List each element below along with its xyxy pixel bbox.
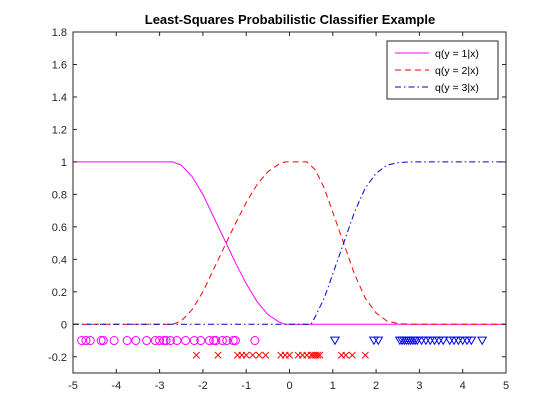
sample-class-1-25 xyxy=(230,336,240,346)
legend-label-3: q(y = 3|x) xyxy=(435,82,479,94)
sample-class-2-2 xyxy=(214,351,222,359)
y-tick-label-9: 1.4 xyxy=(52,92,67,104)
x-tick-label-2: -4 xyxy=(111,380,121,392)
sample-class-2-8 xyxy=(262,351,270,359)
y-tick-label-2: 0 xyxy=(61,319,67,331)
x-tick-label-7: 1 xyxy=(330,380,336,392)
x-tick-label-10: 4 xyxy=(460,380,466,392)
sample-class-3-24 xyxy=(466,336,477,346)
sample-class-1-6 xyxy=(109,336,119,346)
sample-class-1-18 xyxy=(196,336,206,346)
series-line-1 xyxy=(73,161,506,325)
sample-class-1-3 xyxy=(85,336,95,346)
sample-class-1-15 xyxy=(172,336,182,346)
sample-class-2-19 xyxy=(316,351,324,359)
sample-class-1-1 xyxy=(77,336,87,346)
sample-class-2-21 xyxy=(342,351,350,359)
y-tick-label-4: 0.4 xyxy=(52,254,67,266)
x-tick-label-11: 5 xyxy=(503,380,509,392)
sample-class-1-10 xyxy=(150,336,160,346)
sample-class-1-8 xyxy=(131,336,141,346)
sample-class-3-25 xyxy=(477,336,488,346)
sample-class-1-26 xyxy=(250,336,260,346)
sample-class-1-24 xyxy=(228,336,238,346)
sample-class-1-21 xyxy=(211,336,221,346)
sample-class-2-18 xyxy=(314,351,322,359)
sample-class-3-3 xyxy=(373,336,384,346)
x-tick-label-8: 2 xyxy=(373,380,379,392)
sample-class-1-23 xyxy=(222,336,232,346)
y-tick-label-11: 1.8 xyxy=(52,27,67,39)
sample-class-1-7 xyxy=(122,336,132,346)
legend-label-2: q(y = 2|x) xyxy=(435,65,479,77)
sample-class-3-1 xyxy=(329,336,341,346)
sample-class-1-2 xyxy=(81,336,91,346)
sample-class-2-1 xyxy=(192,351,200,359)
sample-class-1-12 xyxy=(159,336,169,346)
sample-class-1-20 xyxy=(209,336,219,346)
y-tick-label-3: 0.2 xyxy=(52,287,67,299)
sample-class-3-18 xyxy=(438,336,449,346)
sample-class-2-22 xyxy=(348,351,356,359)
legend-label-1: q(y = 1|x) xyxy=(435,48,479,60)
sample-class-1-22 xyxy=(217,336,227,346)
y-tick-label-6: 0.8 xyxy=(52,189,67,201)
legend: q(y = 1|x) q(y = 2|x) q(y = 3|x) xyxy=(386,40,499,100)
sample-class-1-17 xyxy=(189,336,199,346)
sample-class-2-7 xyxy=(255,351,263,359)
sample-class-1-4 xyxy=(96,336,106,346)
x-tick-label-6: 0 xyxy=(286,380,292,392)
x-tick-label-9: 3 xyxy=(416,380,422,392)
axes: -5 -4 -3 -2 -1 0 1 2 3 4 5 -0.2 0 0.2 0.4 0.6 0.8 1 1.2 1.4… xyxy=(48,27,509,392)
sample-class-2-5 xyxy=(242,351,250,359)
sample-class-2-6 xyxy=(249,351,257,359)
x-tick-label-4: -2 xyxy=(198,380,208,392)
sample-class-2-23 xyxy=(361,351,369,359)
sample-class-1-9 xyxy=(142,336,152,346)
sample-class-2-11 xyxy=(285,351,294,359)
sample-class-1-16 xyxy=(181,336,191,346)
y-tick-label-7: 1 xyxy=(61,157,67,169)
plot-area xyxy=(73,161,506,359)
y-tick-label-8: 1.2 xyxy=(52,124,67,136)
sample-class-1-19 xyxy=(204,336,214,346)
sample-class-1-5 xyxy=(98,336,108,346)
sample-class-1-13 xyxy=(161,336,171,346)
series-line-2 xyxy=(73,161,506,325)
chart-title: Least-Squares Probabilistic Classifier E… xyxy=(145,12,435,27)
x-tick-label-3: -3 xyxy=(155,380,165,392)
sample-class-1-11 xyxy=(155,336,165,346)
x-tick-label-1: -5 xyxy=(68,380,78,392)
y-tick-label-10: 1.6 xyxy=(52,59,67,71)
series-line-3 xyxy=(73,161,506,325)
x-tick-label-5: -1 xyxy=(241,380,251,392)
sample-class-1-14 xyxy=(165,336,175,346)
y-tick-label-1: -0.2 xyxy=(48,352,67,364)
y-tick-label-5: 0.6 xyxy=(52,222,67,234)
